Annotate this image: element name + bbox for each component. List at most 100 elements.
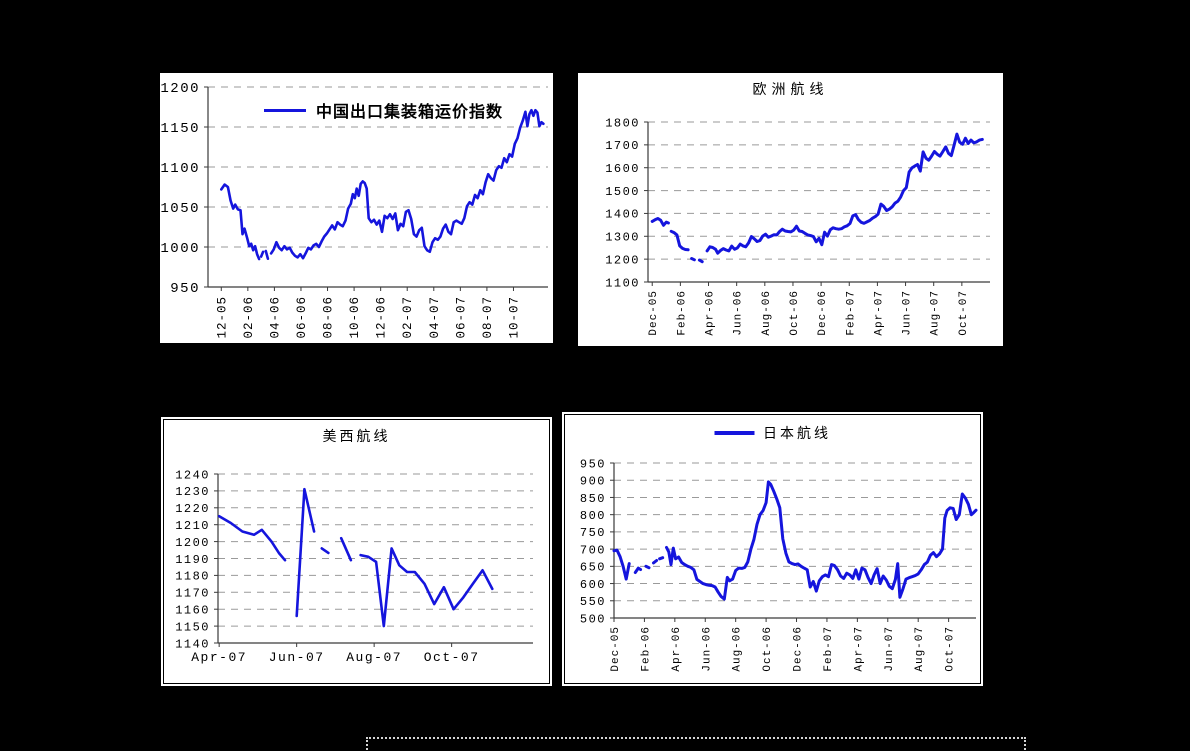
y-tick-label: 1160 [175,604,210,618]
chart-panel-us-west-route: 美西航线 1140 1150 1160 1170 1180 1190 1200 1210 122… [161,417,552,686]
y-tick-label: 950 [170,281,200,297]
x-tick-label: 08-06 [322,296,336,339]
x-tick-label: Aug-07 [930,290,942,336]
x-tick-label: Feb-07 [823,626,835,672]
x-tick-label: 12-06 [375,296,389,339]
y-tick-label: 650 [580,561,606,575]
japan-legend-label: 日本航线 [763,427,831,442]
series-line-europe-route-dashed [690,257,696,262]
japan-legend-line-swatch [714,431,754,435]
x-tick-label: Dec-05 [610,626,622,672]
y-tick-label: 1190 [175,553,210,567]
y-tick-label: 1180 [175,570,210,584]
series-line-europe-route [669,229,690,252]
y-tick-label: 800 [580,509,606,523]
us-west-route-title: 美西航线 [322,430,391,445]
x-tick-label: 10-07 [507,296,521,339]
y-tick-label: 900 [580,475,606,489]
y-tick-label: 1800 [605,116,640,130]
y-tick-label: 1170 [175,587,210,601]
ccfi-line-chart: 950 1000 1050 1100 1150 1200 12-05 02-06 04-06 06… [160,81,548,339]
x-tick-label: Oct-07 [945,626,957,672]
y-tick-label: 550 [580,595,606,609]
series-line-japan-route-dashed [633,566,643,574]
y-tick-label: 750 [580,526,606,540]
europe-route-line-chart: 1100 1200 1300 1400 1500 1600 1700 1800 Dec-05 Fe… [605,116,990,336]
x-tick-label: Apr-07 [191,650,247,665]
y-tick-label: 1600 [605,162,640,176]
series-line-ccfi-dashed [259,250,265,258]
y-tick-label: 950 [580,457,606,471]
series-line-japan-route [612,548,631,581]
chart-panel-japan-route: 500 550 600 650 700 750 800 850 900 950 Dec-05 Feb-… [562,412,983,686]
x-tick-label: Feb-06 [640,626,652,672]
series-line-ccfi [220,183,261,261]
x-tick-label: 06-07 [454,296,468,339]
series-line-ccfi-dashed [264,249,270,262]
series-line-europe-route [650,217,670,227]
x-tick-label: Dec-05 [648,290,660,336]
x-tick-label: 02-06 [242,296,256,339]
x-tick-label: Jun-07 [269,650,325,665]
x-tick-label: Apr-07 [853,626,865,672]
x-tick-label: 08-07 [481,296,495,339]
x-tick-label: Oct-06 [762,626,774,672]
y-tick-label: 1700 [605,139,640,153]
y-tick-label: 1200 [605,253,640,267]
x-tick-label: Apr-06 [705,290,717,336]
x-tick-label: 04-07 [428,296,442,339]
x-tick-label: Jun-07 [884,626,896,672]
y-tick-label: 1500 [605,185,640,199]
x-tick-label: Jun-06 [701,626,713,672]
series-line-us-west-route [339,536,353,562]
y-tick-label: 1050 [160,201,200,217]
series-line-japan-route-dashed [652,559,659,565]
y-tick-label: 600 [580,578,606,592]
x-tick-label: Oct-06 [789,290,801,336]
x-tick-label: Oct-07 [424,650,480,665]
x-tick-label: Apr-06 [671,626,683,672]
x-tick-label: Aug-07 [346,650,402,665]
ccfi-legend-line-swatch [264,108,306,112]
x-tick-label: Feb-06 [676,290,688,336]
us-west-route-line-chart: 1140 1150 1160 1170 1180 1190 1200 1210 1220 1230… [175,468,533,665]
y-tick-label: 1200 [175,536,210,550]
footer-dotted-box [366,737,1026,751]
x-tick-label: Jun-07 [902,290,914,336]
y-tick-label: 1140 [175,637,210,651]
x-tick-label: Aug-06 [732,626,744,672]
y-tick-label: 1100 [605,276,640,290]
series-line-ccfi [269,108,545,260]
y-tick-label: 1400 [605,208,640,222]
ccfi-legend-label: 中国出口集装箱运价指数 [316,104,504,121]
series-line-japan-route [665,480,978,601]
y-tick-label: 1200 [160,81,200,97]
x-tick-label: Dec-06 [817,290,829,336]
y-tick-label: 1300 [605,231,640,245]
series-line-us-west-route [217,515,287,562]
y-tick-label: 1220 [175,502,210,516]
y-tick-label: 1210 [175,519,210,533]
chart-panel-ccfi: 950 1000 1050 1100 1150 1200 12-05 02-06 04-06 06… [160,73,553,343]
ccfi-legend: 中国出口集装箱运价指数 [264,98,503,122]
y-tick-label: 850 [580,492,606,506]
x-tick-label: 10-06 [348,296,362,339]
y-tick-label: 1100 [160,161,200,177]
x-tick-label: Apr-07 [873,290,885,336]
y-tick-label: 1240 [175,468,210,482]
x-tick-label: Oct-07 [958,290,970,336]
x-tick-label: 06-06 [295,296,309,339]
series-line-europe-route-dashed [697,258,704,264]
x-tick-label: 04-06 [268,296,282,339]
chart-panel-europe-route: 欧洲航线 1100 1200 1300 1400 1500 1600 1700 1800 Dec… [578,73,1003,346]
series-line-us-west-route-dashed [320,547,333,557]
x-tick-label: Aug-07 [914,626,926,672]
series-line-us-west-route [359,547,494,628]
y-tick-label: 1150 [175,620,210,634]
y-tick-label: 1000 [160,241,200,257]
x-tick-label: 02-07 [401,296,415,339]
europe-route-title: 欧洲航线 [752,83,829,98]
x-tick-label: Jun-06 [733,290,745,336]
x-tick-label: Dec-06 [793,626,805,672]
series-line-us-west-route [295,487,316,618]
